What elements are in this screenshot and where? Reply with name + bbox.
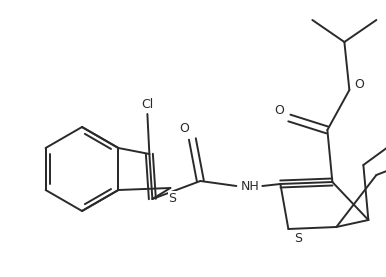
Text: O: O (274, 104, 284, 117)
Text: S: S (295, 232, 302, 245)
Text: Cl: Cl (141, 98, 154, 111)
Text: O: O (354, 78, 364, 91)
Text: NH: NH (241, 179, 260, 193)
Text: O: O (179, 122, 189, 135)
Text: S: S (168, 191, 176, 204)
